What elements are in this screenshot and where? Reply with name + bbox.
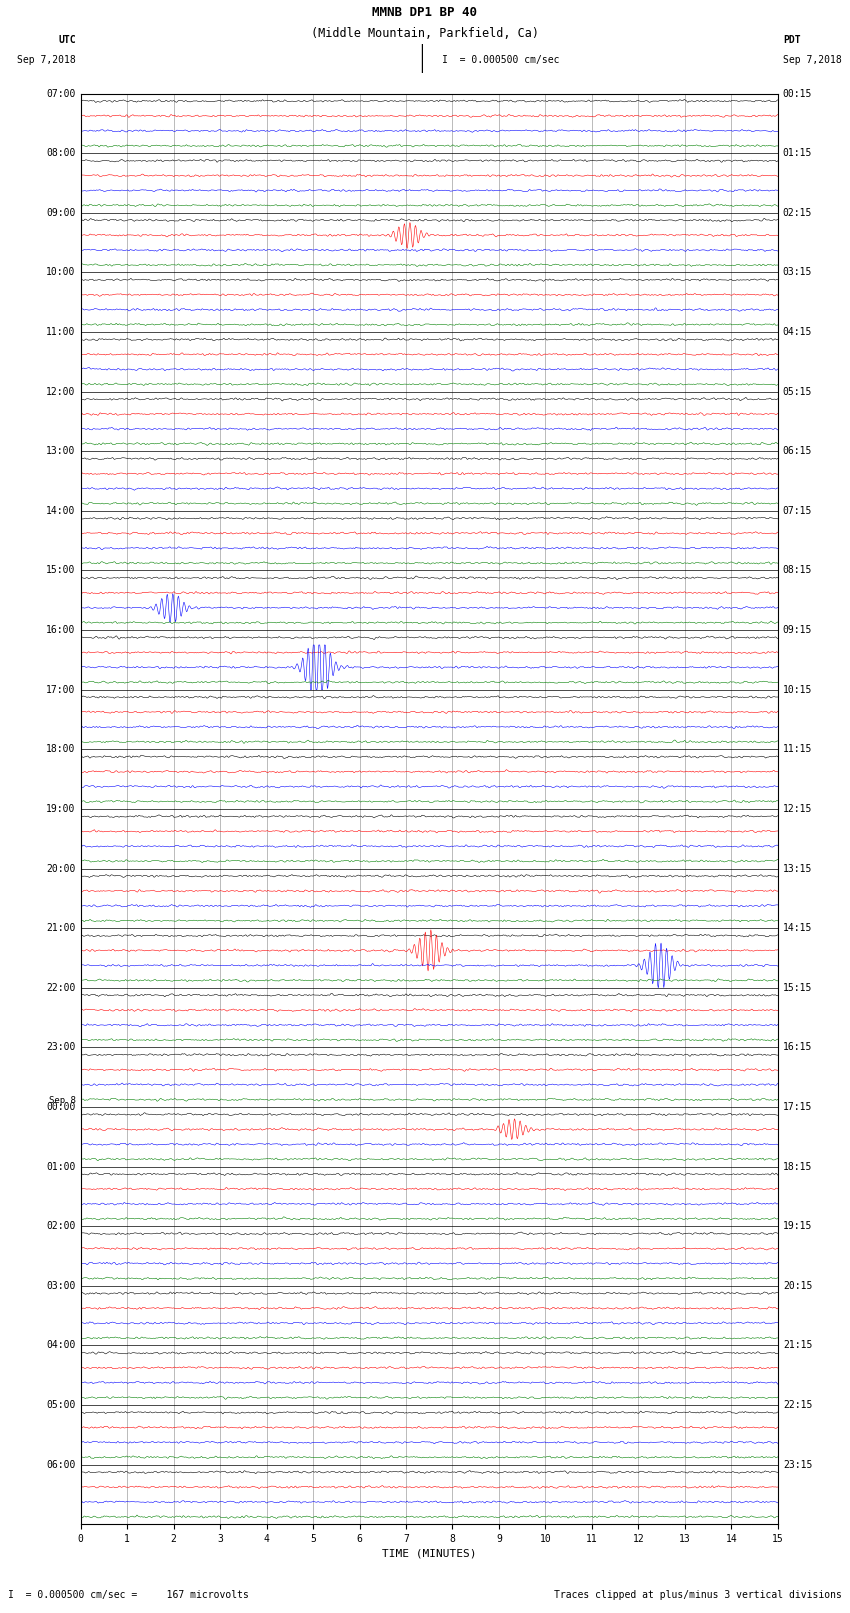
Text: PDT: PDT bbox=[783, 35, 801, 45]
Text: 20:15: 20:15 bbox=[783, 1281, 813, 1290]
Text: Sep 7,2018: Sep 7,2018 bbox=[17, 55, 76, 65]
X-axis label: TIME (MINUTES): TIME (MINUTES) bbox=[382, 1548, 477, 1558]
Text: 01:15: 01:15 bbox=[783, 148, 813, 158]
Text: 12:00: 12:00 bbox=[46, 387, 76, 397]
Text: 04:00: 04:00 bbox=[46, 1340, 76, 1350]
Text: Traces clipped at plus/minus 3 vertical divisions: Traces clipped at plus/minus 3 vertical … bbox=[553, 1590, 842, 1600]
Text: 03:15: 03:15 bbox=[783, 268, 813, 277]
Text: 09:00: 09:00 bbox=[46, 208, 76, 218]
Text: 04:15: 04:15 bbox=[783, 327, 813, 337]
Text: 20:00: 20:00 bbox=[46, 863, 76, 874]
Text: I  = 0.000500 cm/sec: I = 0.000500 cm/sec bbox=[442, 55, 559, 65]
Text: (Middle Mountain, Parkfield, Ca): (Middle Mountain, Parkfield, Ca) bbox=[311, 27, 539, 40]
Text: 01:00: 01:00 bbox=[46, 1161, 76, 1171]
Text: Sep 7,2018: Sep 7,2018 bbox=[783, 55, 842, 65]
Text: 19:15: 19:15 bbox=[783, 1221, 813, 1231]
Text: 10:15: 10:15 bbox=[783, 684, 813, 695]
Text: 14:15: 14:15 bbox=[783, 923, 813, 934]
Text: 18:15: 18:15 bbox=[783, 1161, 813, 1171]
Text: MMNB DP1 BP 40: MMNB DP1 BP 40 bbox=[372, 6, 478, 19]
Text: 14:00: 14:00 bbox=[46, 506, 76, 516]
Text: 02:15: 02:15 bbox=[783, 208, 813, 218]
Text: Sep 8: Sep 8 bbox=[48, 1097, 76, 1105]
Text: 16:15: 16:15 bbox=[783, 1042, 813, 1052]
Text: 22:00: 22:00 bbox=[46, 982, 76, 992]
Text: 12:15: 12:15 bbox=[783, 803, 813, 815]
Text: 09:15: 09:15 bbox=[783, 626, 813, 636]
Text: 03:00: 03:00 bbox=[46, 1281, 76, 1290]
Text: 15:15: 15:15 bbox=[783, 982, 813, 992]
Text: 22:15: 22:15 bbox=[783, 1400, 813, 1410]
Text: 21:15: 21:15 bbox=[783, 1340, 813, 1350]
Text: 07:00: 07:00 bbox=[46, 89, 76, 98]
Text: 06:15: 06:15 bbox=[783, 447, 813, 456]
Text: 06:00: 06:00 bbox=[46, 1460, 76, 1469]
Text: 07:15: 07:15 bbox=[783, 506, 813, 516]
Text: 08:15: 08:15 bbox=[783, 566, 813, 576]
Text: 17:15: 17:15 bbox=[783, 1102, 813, 1111]
Text: 00:15: 00:15 bbox=[783, 89, 813, 98]
Text: 17:00: 17:00 bbox=[46, 684, 76, 695]
Text: 08:00: 08:00 bbox=[46, 148, 76, 158]
Text: 23:15: 23:15 bbox=[783, 1460, 813, 1469]
Text: 02:00: 02:00 bbox=[46, 1221, 76, 1231]
Text: 19:00: 19:00 bbox=[46, 803, 76, 815]
Text: 16:00: 16:00 bbox=[46, 626, 76, 636]
Text: UTC: UTC bbox=[58, 35, 76, 45]
Text: 13:00: 13:00 bbox=[46, 447, 76, 456]
Text: 13:15: 13:15 bbox=[783, 863, 813, 874]
Text: 23:00: 23:00 bbox=[46, 1042, 76, 1052]
Text: I  = 0.000500 cm/sec =     167 microvolts: I = 0.000500 cm/sec = 167 microvolts bbox=[8, 1590, 249, 1600]
Text: 05:15: 05:15 bbox=[783, 387, 813, 397]
Text: 11:15: 11:15 bbox=[783, 744, 813, 755]
Text: 10:00: 10:00 bbox=[46, 268, 76, 277]
Text: 21:00: 21:00 bbox=[46, 923, 76, 934]
Text: 11:00: 11:00 bbox=[46, 327, 76, 337]
Text: 05:00: 05:00 bbox=[46, 1400, 76, 1410]
Text: 00:00: 00:00 bbox=[46, 1102, 76, 1111]
Text: 18:00: 18:00 bbox=[46, 744, 76, 755]
Text: 15:00: 15:00 bbox=[46, 566, 76, 576]
